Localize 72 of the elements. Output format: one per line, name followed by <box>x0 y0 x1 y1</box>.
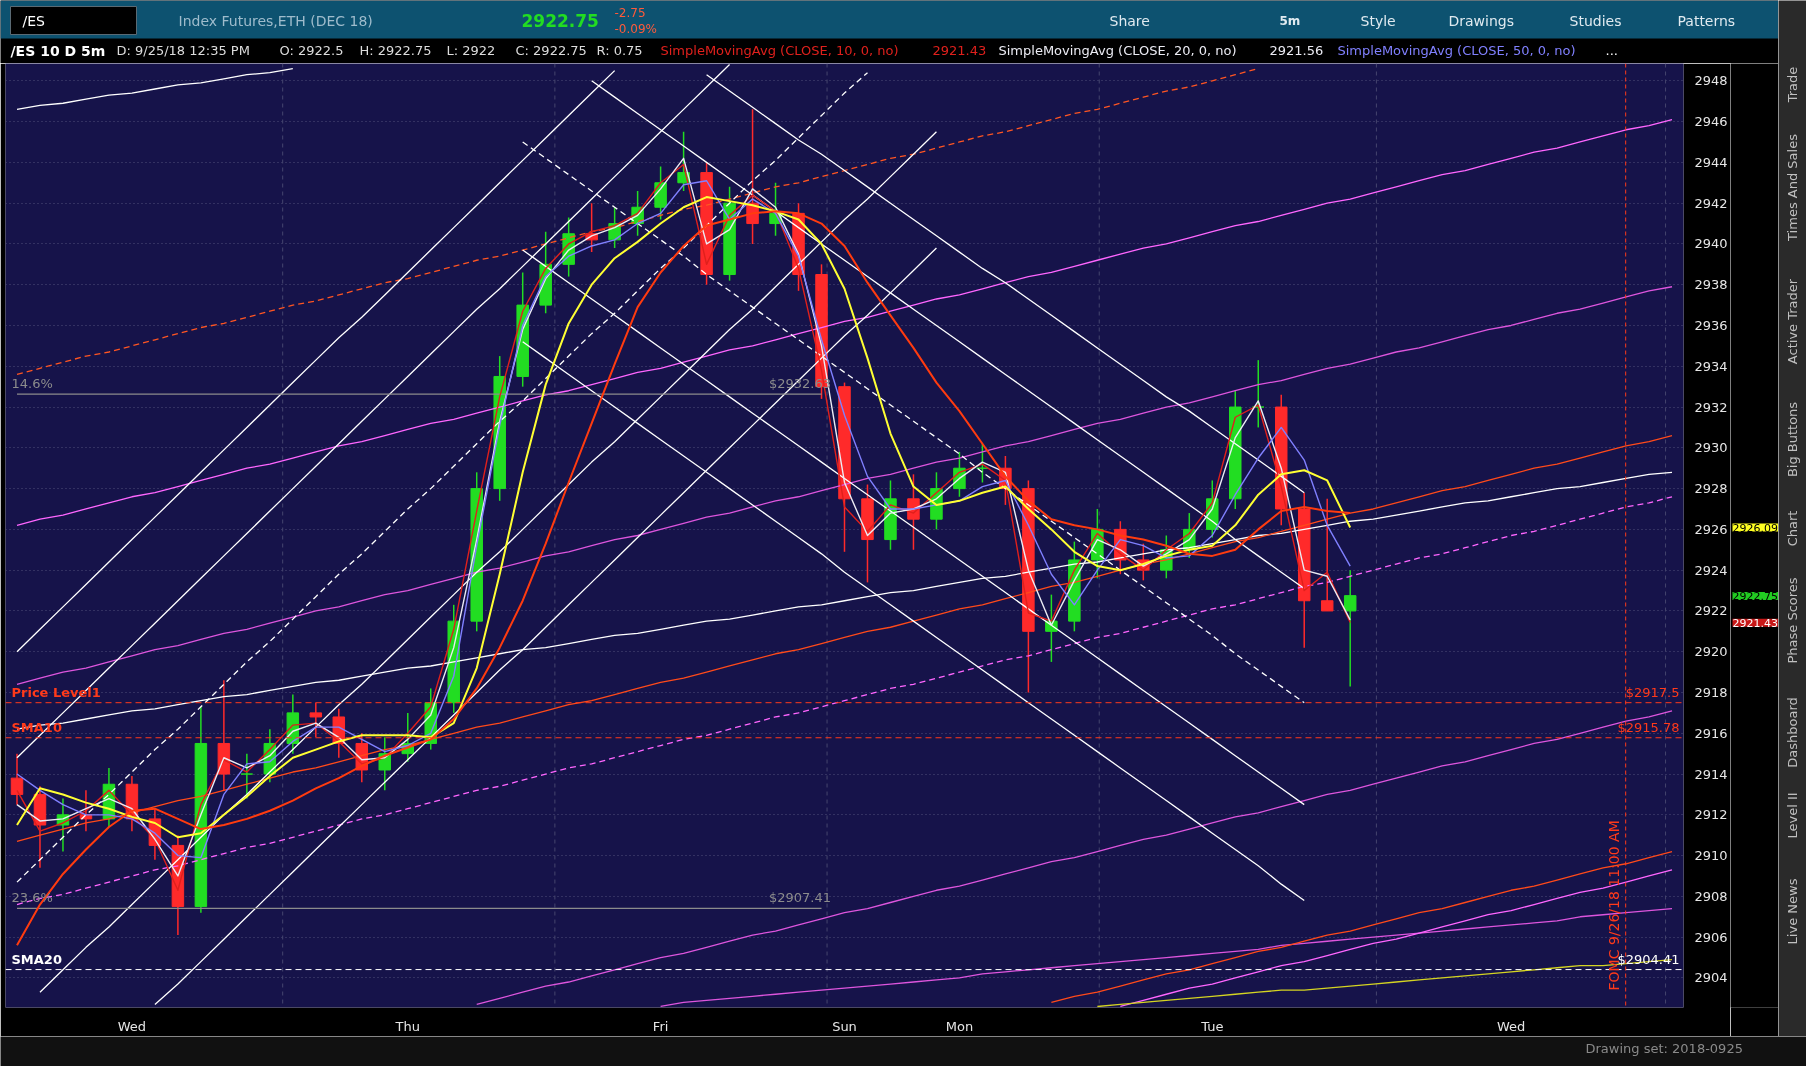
y-tick-label: 2914 <box>1694 766 1728 782</box>
text: Trade <box>1785 66 1800 104</box>
y-tick-label: 2904 <box>1694 970 1728 986</box>
text: Drawings <box>1448 12 1515 29</box>
y-tick-label: 2934 <box>1694 358 1728 374</box>
x-tick-label: Mon <box>945 1018 974 1034</box>
text: Times And Sales <box>1785 133 1800 242</box>
x-tick-label: Thu <box>394 1018 420 1034</box>
annotation: $2915.78 <box>1617 719 1680 735</box>
y-tick-label: 2928 <box>1694 481 1728 497</box>
text: SimpleMovingAvg (CLOSE, 50, 0, no) <box>1337 43 1576 58</box>
x-tick-label: Wed <box>1496 1018 1526 1034</box>
y-tick-label: 2938 <box>1694 277 1728 293</box>
x-tick-label: Fri <box>652 1018 669 1034</box>
text: SimpleMovingAvg (CLOSE, 10, 0, no) <box>660 43 899 58</box>
y-tick-label: 2930 <box>1694 440 1728 456</box>
x-tick-label: Wed <box>117 1018 147 1034</box>
text: SimpleMovingAvg (CLOSE, 20, 0, no) <box>998 43 1237 58</box>
y-tick-label: 2910 <box>1694 848 1728 864</box>
annotation: 14.6% <box>11 376 53 392</box>
text: 5m <box>1279 13 1301 28</box>
text: Big Buttons <box>1785 401 1800 478</box>
y-tick-label: 2924 <box>1694 562 1728 578</box>
x-tick-label: Tue <box>1200 1018 1224 1034</box>
y-tick-label: 2912 <box>1694 807 1728 823</box>
text: Share <box>1109 12 1150 29</box>
text: 2922.75 <box>521 11 599 31</box>
text: H: 2922.75 <box>359 43 432 58</box>
ref-line-label: SMA20 <box>11 951 62 967</box>
text: C: 2922.75 <box>515 43 587 58</box>
text: Live News <box>1785 878 1800 945</box>
chart-title: /ES 10 D 5m <box>10 42 106 59</box>
y-tick-label: 2920 <box>1694 644 1728 660</box>
text: -0.09% <box>614 21 657 36</box>
annotation: $2917.5 <box>1625 684 1680 700</box>
y-tick-label: 2944 <box>1694 154 1728 170</box>
text: D: 9/25/18 12:35 PM <box>116 43 250 58</box>
y-tick-label: 2908 <box>1694 888 1728 904</box>
y-tick-label: 2906 <box>1694 929 1728 945</box>
text: 2921.43 <box>932 43 987 58</box>
y-tick-label: 2942 <box>1694 195 1728 211</box>
text: 2921.56 <box>1269 43 1324 58</box>
text: -2.75 <box>614 6 646 20</box>
text: Phase Scores <box>1785 577 1800 664</box>
text: Level II <box>1785 792 1800 839</box>
y-tick-label: 2926 <box>1694 521 1728 537</box>
y-tick-label: 2916 <box>1694 725 1728 741</box>
text: Patterns <box>1677 12 1736 29</box>
y-tick-label: 2940 <box>1694 236 1728 252</box>
y-tick-label: 2932 <box>1694 399 1728 415</box>
text: 2926.09 <box>1732 521 1778 535</box>
text: Style <box>1360 12 1396 29</box>
text: Index Futures,ETH (DEC 18) <box>178 12 373 29</box>
text: Drawing set: 2018-0925 <box>1585 1041 1743 1056</box>
text: R: 0.75 <box>596 43 643 58</box>
text: 2921.43 <box>1732 616 1778 630</box>
y-tick-label: 2918 <box>1694 684 1728 700</box>
annotation: $2907.41 <box>768 890 832 906</box>
y-tick-label: 2946 <box>1694 114 1728 130</box>
y-tick-label: 2922 <box>1694 603 1728 619</box>
text: Dashboard <box>1785 697 1800 768</box>
text: /ES <box>22 12 46 29</box>
y-tick-label: 2936 <box>1694 318 1728 333</box>
text: L: 2922 <box>446 43 496 58</box>
y-tick-label: 2948 <box>1694 73 1728 89</box>
text: ... <box>1605 43 1618 58</box>
text: Chart <box>1785 510 1800 547</box>
text: O: 2922.5 <box>279 43 344 58</box>
text: Studies <box>1569 12 1622 29</box>
text: 2922.75 <box>1732 589 1778 603</box>
text: Active Trader <box>1785 278 1800 365</box>
x-tick-label: Sun <box>832 1018 857 1034</box>
